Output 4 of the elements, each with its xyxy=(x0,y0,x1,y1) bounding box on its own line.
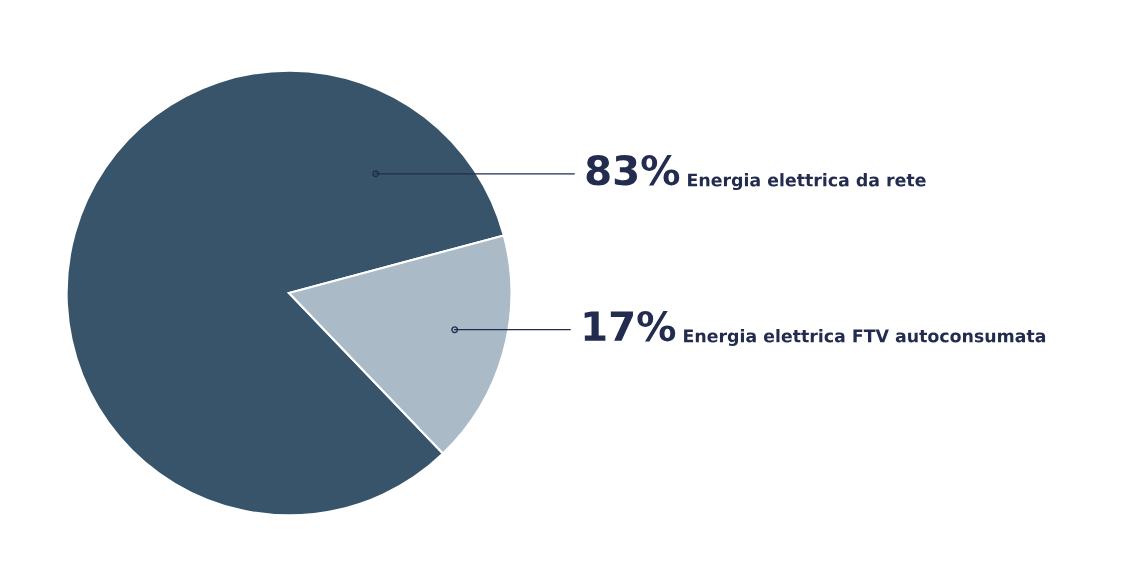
data-label: 17% xyxy=(584,310,676,342)
data-label: 83% xyxy=(586,155,680,186)
slice-label: Energia elettrica da rete xyxy=(688,173,926,191)
slice-label: Energia elettrica FTV autoconsumata xyxy=(684,329,1046,346)
